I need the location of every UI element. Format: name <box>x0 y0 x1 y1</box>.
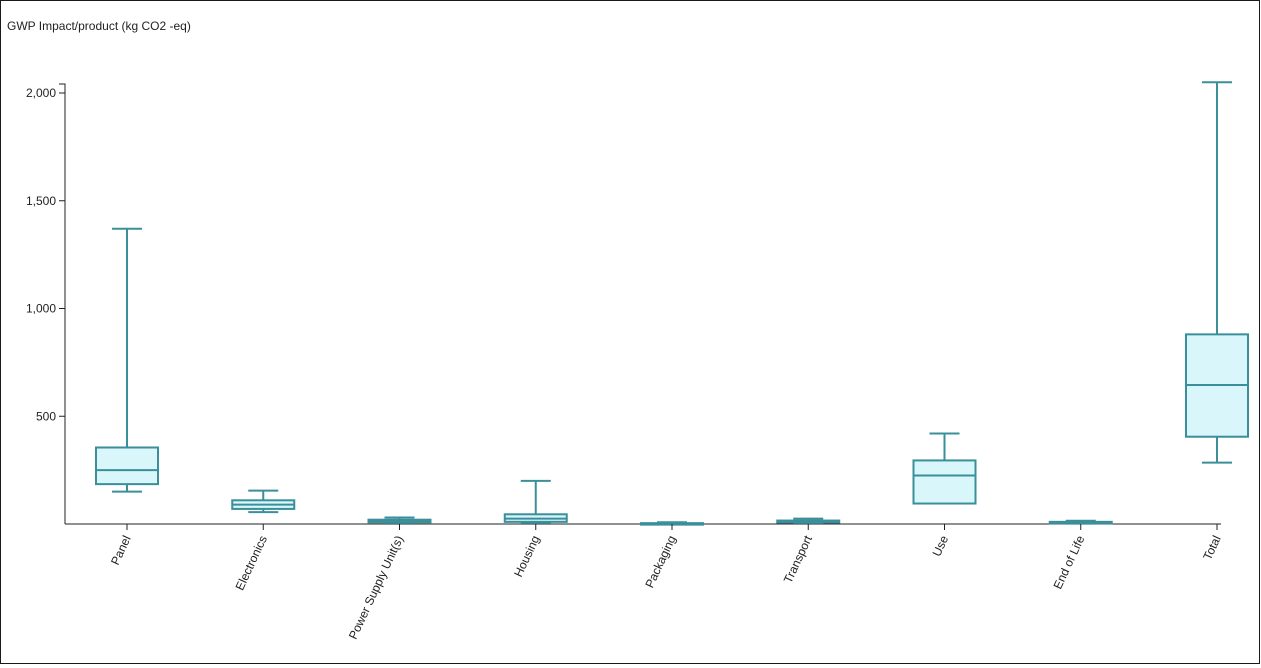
box-iqr <box>912 459 977 505</box>
y-tick-label: 1,000 <box>26 302 56 316</box>
x-tick-label: Packaging <box>642 533 678 590</box>
y-tick-label: 2,000 <box>26 86 56 100</box>
y-tick-label: 1,500 <box>26 194 56 208</box>
y-axis-label: GWP Impact/product (kg CO2 -eq) <box>7 19 191 33</box>
x-tick-label: Panel <box>108 533 134 567</box>
x-tick-label: Transport <box>781 533 815 586</box>
x-tick-label: End of Life <box>1051 533 1088 591</box>
y-tick-label: 500 <box>36 409 56 423</box>
y-axis-line <box>59 83 66 524</box>
x-tick-label: Electronics <box>232 533 269 592</box>
x-tick-label: Power Supply Unit(s) <box>346 533 406 641</box>
box-iqr <box>95 446 159 486</box>
x-tick-label: Housing <box>511 533 542 579</box>
x-tick-label: Total <box>1200 533 1223 562</box>
x-tick-label: Use <box>930 533 952 559</box>
